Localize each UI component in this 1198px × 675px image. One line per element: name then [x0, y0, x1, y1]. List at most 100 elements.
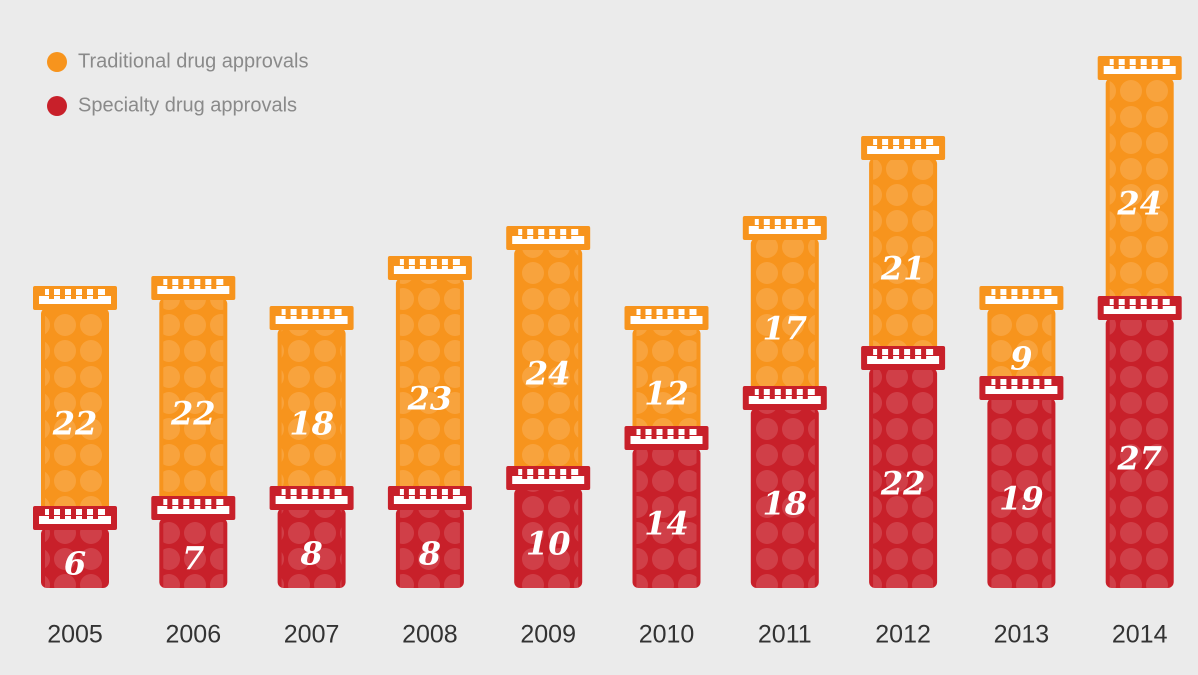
bottle-cap [861, 136, 946, 160]
cap-ridge [1124, 59, 1130, 69]
cap-ridge [425, 489, 431, 499]
cap-ridge [780, 389, 786, 399]
cap-ridge [296, 489, 302, 499]
pill-pattern [873, 368, 934, 588]
cap-ridge [60, 509, 65, 519]
bottle-cap [506, 226, 591, 250]
cap-ridge [673, 429, 679, 439]
cap-ridge [178, 279, 184, 289]
pill-pattern [163, 518, 224, 588]
cap-ridge [802, 219, 808, 229]
pill-pattern [1109, 78, 1170, 318]
pill-pattern [1109, 318, 1170, 588]
x-tick-label: 2008 [402, 621, 458, 649]
value-label: 7 [182, 540, 204, 578]
cap-ridge [329, 489, 335, 499]
cap-ridge [662, 429, 668, 439]
cap-inner [157, 506, 230, 514]
cap-ridge [921, 349, 927, 359]
pill-pattern [991, 398, 1052, 588]
value-label: 8 [418, 535, 441, 573]
cap-ridge [566, 469, 572, 479]
cap-ridge [307, 489, 313, 499]
cap-ridge [425, 259, 431, 269]
x-tick-label: 2014 [1112, 621, 1168, 649]
bottle-cap [151, 496, 236, 520]
cap-ridge [910, 349, 916, 359]
value-label: 12 [644, 375, 689, 413]
cap-ridge [673, 309, 679, 319]
pill-pattern [518, 248, 579, 488]
cap-ridge [533, 469, 539, 479]
cap-inner [867, 356, 940, 364]
cap-ridge [877, 139, 883, 149]
cap-ridge [791, 389, 797, 399]
cap-inner [39, 516, 111, 524]
value-label: 24 [525, 355, 571, 393]
cap-ridge [899, 349, 905, 359]
cap-inner [748, 396, 821, 404]
cap-ridge [1113, 299, 1119, 309]
cap-ridge [329, 309, 335, 319]
bottle-cap [1097, 56, 1182, 80]
x-tick-label: 2011 [758, 621, 812, 649]
cap-ridge [533, 229, 539, 239]
x-tick-label: 2007 [284, 621, 340, 649]
cap-ridge [769, 219, 775, 229]
bottle-cap [151, 276, 236, 300]
cap-ridge [1006, 289, 1012, 299]
plot-area: 6 22 2005 7 22 2006 8 18 2007 8 23 2008 10 24 2009 14 12… [33, 56, 1182, 649]
bottle-cap [1097, 296, 1182, 320]
x-tick-label: 2010 [639, 621, 695, 649]
pill-pattern [636, 448, 697, 588]
cap-ridge [414, 259, 420, 269]
cap-ridge [1028, 289, 1034, 299]
cap-ridge [651, 429, 657, 439]
cap-ridge [995, 379, 1001, 389]
cap-ridge [403, 259, 409, 269]
cap-ridge [555, 229, 561, 239]
value-label: 6 [64, 545, 86, 583]
pill-pattern [518, 488, 579, 588]
cap-ridge [780, 219, 786, 229]
x-tick-label: 2009 [520, 621, 576, 649]
cap-ridge [49, 509, 54, 519]
pill-pattern [754, 238, 815, 408]
cap-ridge [1146, 299, 1152, 309]
cap-ridge [662, 309, 668, 319]
cap-ridge [995, 289, 1001, 299]
value-label: 9 [1010, 340, 1032, 378]
value-label: 18 [289, 405, 334, 443]
cap-ridge [791, 219, 797, 229]
cap-ridge [684, 309, 690, 319]
cap-ridge [1039, 379, 1045, 389]
value-label: 23 [407, 380, 453, 418]
cap-inner [275, 496, 348, 504]
value-label: 22 [880, 465, 926, 503]
cap-inner [512, 236, 585, 244]
cap-ridge [802, 389, 808, 399]
pill-pattern [45, 528, 105, 588]
cap-ridge [1006, 379, 1012, 389]
cap-ridge [71, 509, 76, 519]
cap-inner [157, 286, 230, 294]
bottle-cap [742, 386, 827, 410]
cap-ridge [1157, 59, 1163, 69]
cap-ridge [211, 499, 217, 509]
bottle-cap [979, 376, 1064, 400]
legend-label: Specialty drug approvals [78, 94, 297, 116]
value-label: 27 [1116, 440, 1162, 478]
cap-ridge [60, 289, 65, 299]
pill-pattern [754, 408, 815, 588]
x-tick-label: 2012 [875, 621, 931, 649]
cap-ridge [447, 489, 453, 499]
cap-ridge [684, 429, 690, 439]
cap-inner [1103, 306, 1176, 314]
pill-pattern [163, 298, 224, 518]
cap-ridge [758, 219, 764, 229]
legend: Traditional drug approvals Specialty drug… [47, 50, 309, 116]
cap-ridge [1017, 289, 1023, 299]
bottle-cap [979, 286, 1064, 310]
cap-ridge [200, 279, 206, 289]
